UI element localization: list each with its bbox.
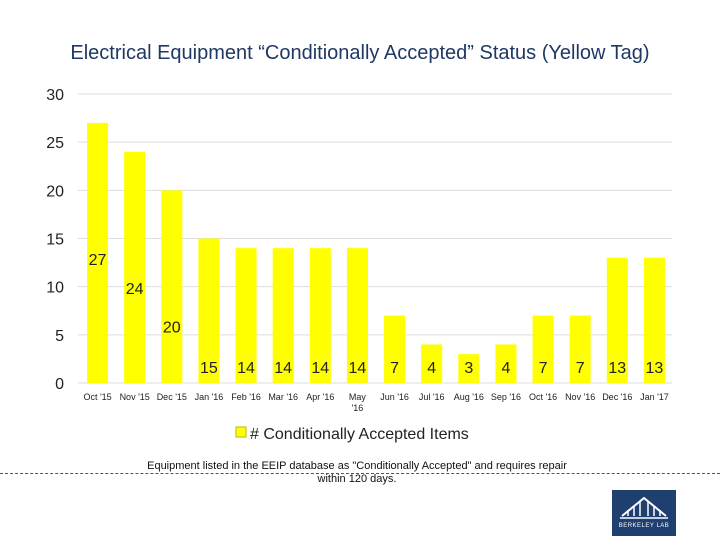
bar <box>124 151 146 383</box>
x-tick-label: Mar '16 <box>268 392 298 402</box>
x-tick-label: Apr '16 <box>306 392 334 402</box>
data-label: 15 <box>200 360 218 377</box>
data-label: 14 <box>274 360 292 377</box>
bar <box>87 122 109 384</box>
data-label: 3 <box>464 360 473 377</box>
x-tick-label: Nov '15 <box>120 392 150 402</box>
x-tick-label: Oct '16 <box>529 392 557 402</box>
data-label: 7 <box>539 360 548 377</box>
x-tick-label: Jan '16 <box>195 392 224 402</box>
data-label: 13 <box>646 360 664 377</box>
data-label: 14 <box>349 360 367 377</box>
bar <box>235 248 257 383</box>
chart-caption: Equipment listed in the EEIP database as… <box>147 460 567 485</box>
bar <box>346 248 368 383</box>
legend-swatch <box>235 426 247 438</box>
bar <box>272 248 294 383</box>
x-tick-label: Jul '16 <box>419 392 445 402</box>
x-tick-label: Aug '16 <box>454 392 484 402</box>
bar <box>495 344 517 383</box>
bar <box>606 257 628 383</box>
y-tick-label: 0 <box>55 376 64 393</box>
y-tick-label: 20 <box>46 183 64 200</box>
data-label: 14 <box>237 360 255 377</box>
x-tick-label: Jan '17 <box>640 392 669 402</box>
bar <box>161 190 183 383</box>
berkeley-lab-logo-icon: BERKELEY LAB <box>612 490 676 536</box>
x-tick-label: Nov '16 <box>565 392 595 402</box>
logo-building-icon <box>620 496 668 519</box>
y-tick-label: 10 <box>46 280 64 297</box>
bar <box>198 238 220 383</box>
x-tick-label: Oct '15 <box>83 392 111 402</box>
data-label: 4 <box>501 360 510 377</box>
legend-label: # Conditionally Accepted Items <box>250 426 469 443</box>
data-label: 4 <box>427 360 436 377</box>
y-tick-label: 30 <box>46 87 64 104</box>
bar <box>421 344 443 383</box>
data-label: 24 <box>126 281 144 298</box>
data-label: 7 <box>576 360 585 377</box>
data-label: 20 <box>163 319 181 336</box>
data-label: 27 <box>89 252 107 269</box>
x-tick-label: Dec '15 <box>157 392 187 402</box>
bar <box>532 315 554 383</box>
x-tick-label: May '16 <box>349 392 367 413</box>
x-tick-label: Sep '16 <box>491 392 521 402</box>
x-tick-label: Dec '16 <box>602 392 632 402</box>
divider-line <box>0 473 720 474</box>
y-tick-label: 5 <box>55 328 64 345</box>
x-tick-label: Feb '16 <box>231 392 261 402</box>
data-label: 7 <box>390 360 399 377</box>
bar <box>309 248 331 383</box>
y-tick-label: 25 <box>46 135 64 152</box>
chart-title: Electrical Equipment “Conditionally Acce… <box>70 42 650 64</box>
y-tick-label: 15 <box>46 232 64 249</box>
bar <box>458 354 480 383</box>
bar <box>643 257 665 383</box>
logo-text: BERKELEY LAB <box>618 523 670 529</box>
data-label: 13 <box>608 360 626 377</box>
data-label: 14 <box>311 360 329 377</box>
x-tick-label: Jun '16 <box>380 392 409 402</box>
bar <box>569 315 591 383</box>
bar <box>384 315 406 383</box>
